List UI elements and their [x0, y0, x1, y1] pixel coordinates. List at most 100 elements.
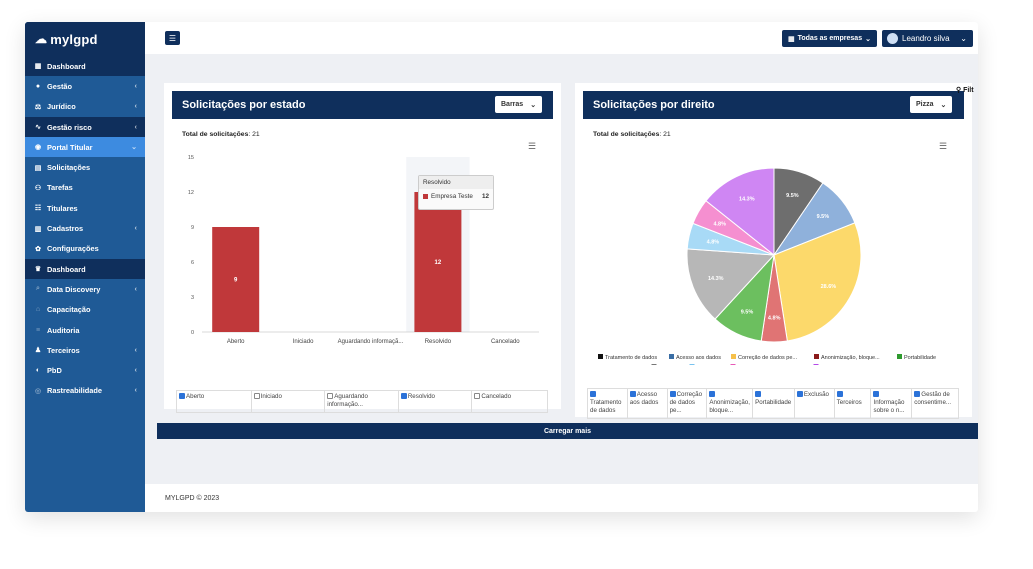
legend-swatch [598, 354, 603, 359]
checkbox-checked-icon[interactable] [590, 391, 596, 397]
user-menu[interactable]: Leandro silva ⌄ [882, 30, 973, 47]
sidebar-item-solicita-es[interactable]: ▤ Solicitações [25, 157, 145, 177]
sidebar-item-data-discovery[interactable]: ⌕ Data Discovery ‹ [25, 279, 145, 299]
filter-search[interactable]: ⚲ Filt [956, 87, 974, 94]
sidebar-item-dashboard[interactable]: ▦ Dashboard [25, 56, 145, 77]
chart-menu-icon[interactable]: ☰ [939, 141, 948, 151]
legend-checkbox-item[interactable]: Informação sobre o n... [871, 389, 913, 418]
sidebar-item-portal-titular[interactable]: ◉ Portal Titular ⌄ [25, 137, 145, 158]
legend-swatch [689, 364, 695, 365]
legend-checkbox-item[interactable]: Acesso aos dados [628, 389, 668, 418]
checkbox-checked-icon[interactable] [755, 391, 762, 397]
sidebar-item-gest-o-risco[interactable]: ∿ Gestão risco ‹ [25, 116, 145, 138]
sidebar-item-label: Titulares [47, 203, 78, 213]
sidebar-nav: ▦ Dashboard ● Gestão ‹ ⚖ Jurídico ‹ ∿ Gestão risc… [25, 56, 145, 401]
avatar [887, 33, 898, 44]
chart-type-select[interactable]: Barras ⌄ [495, 96, 543, 113]
sidebar-item-tarefas[interactable]: ⚇ Tarefas [25, 178, 145, 198]
sidebar-item-label: Configurações [47, 244, 99, 254]
pie-chart: 9.5% 9.5% 28.6% 4.8% 9.5% 14.3% 4.8% 4.8% 14.3% T… [598, 167, 936, 365]
sidebar-item-jur-dico[interactable]: ⚖ Jurídico ‹ [25, 97, 145, 117]
load-more-button[interactable]: Carregar mais [157, 423, 978, 439]
bar-data-label: 12 [435, 260, 442, 266]
legend-label: Resolvido [407, 393, 435, 400]
checkbox-checked-icon[interactable] [836, 391, 843, 397]
target-icon: ◎ [34, 387, 42, 395]
building-icon: ▦ [788, 35, 795, 43]
company-selector[interactable]: ▦ Todas as empresas ⌄ [782, 30, 877, 47]
checkbox-checked-icon[interactable] [669, 391, 676, 397]
sidebar-item-label: Auditoria [47, 325, 80, 335]
tooltip-series: Empresa Teste [431, 193, 473, 200]
legend-checkbox-item[interactable]: Anonimização, bloque... [707, 389, 754, 418]
sidebar-item-terceiros[interactable]: ♟ Terceiros ‹ [25, 340, 145, 360]
legend-checkbox-item[interactable]: Correção de dados pe... [668, 389, 708, 418]
tooltip-value: 12 [481, 193, 489, 200]
y-tick-label: 3 [191, 295, 194, 301]
legend-swatch [897, 354, 902, 359]
scale-icon: ⚖ [34, 103, 42, 111]
legend-checkbox-item[interactable]: Gestão de consentime... [912, 389, 958, 418]
sidebar-item-pbd[interactable]: ◐ PbD ‹ [25, 360, 145, 380]
chevron-left-icon: ‹ [134, 82, 137, 90]
sidebar-item-label: Cadastros [47, 224, 84, 234]
chevron-left-icon: ‹ [134, 225, 137, 233]
checkbox-checked-icon[interactable] [873, 391, 880, 397]
sidebar-item-label: Rastreabilidade [47, 386, 103, 396]
chart-type-select[interactable]: Pizza ⌄ [910, 96, 953, 113]
sidebar-item-titulares[interactable]: ☷ Titulares [25, 198, 145, 218]
sidebar-item-auditoria[interactable]: ≡ Auditoria [25, 320, 145, 340]
sidebar-item-label: Dashboard [47, 264, 86, 274]
footer: MYLGPD © 2023 [145, 484, 978, 512]
card-title: Solicitações por estado [182, 99, 306, 111]
checkbox-checked-icon[interactable] [796, 391, 803, 397]
chevron-left-icon: ‹ [134, 123, 137, 131]
legend-checkbox-item[interactable]: Resolvido [399, 391, 473, 412]
x-tick-label: Resolvido [425, 339, 452, 345]
y-tick-label: 0 [191, 330, 194, 336]
checkbox-checked-icon[interactable] [629, 391, 636, 397]
chevron-left-icon: ‹ [134, 346, 137, 354]
chevron-down-icon: ⌄ [131, 144, 137, 152]
sidebar-item-rastreabilidade[interactable]: ◎ Rastreabilidade ‹ [25, 381, 145, 401]
legend-checkbox-item[interactable]: Aberto [177, 391, 252, 412]
eye-icon: ◐ [35, 367, 41, 375]
chevron-left-icon: ‹ [134, 103, 137, 111]
sidebar-item-label: Tarefas [47, 183, 73, 193]
legend-checkbox-item[interactable]: Aguardando informação... [325, 391, 399, 412]
legend-label: Informação sobre o n... [873, 399, 905, 414]
total-solicitacoes: Total de solicitações: 21 [593, 131, 671, 138]
checkbox-checked-icon[interactable] [709, 391, 716, 397]
sidebar: ☁ mylgpd ▦ Dashboard ● Gestão ‹ ⚖ Jurídico ‹ ∿ Ge… [25, 22, 145, 512]
checkbox-checked-icon[interactable] [400, 393, 407, 399]
checkbox-empty-icon[interactable] [253, 393, 260, 399]
sidebar-item-label: Jurídico [47, 102, 76, 112]
graduation-icon: ⌂ [35, 306, 41, 314]
checkbox-checked-icon[interactable] [914, 391, 921, 397]
legend-label: Gestão de consentime... [914, 391, 952, 406]
checkbox-empty-icon[interactable] [327, 393, 334, 399]
legend-checkbox-item[interactable]: Iniciado [252, 391, 326, 412]
checkbox-checked-icon[interactable] [179, 393, 185, 399]
legend-item-label: Portabilidade [904, 355, 936, 361]
total-solicitacoes: Total de solicitações: 21 [182, 131, 260, 138]
chart-menu-icon[interactable]: ☰ [528, 141, 537, 151]
legend-checkbox-item[interactable]: Portabilidade [753, 389, 795, 418]
sidebar-item-dashboard[interactable]: ♛ Dashboard [25, 258, 145, 280]
legend-checkbox-item[interactable]: Cancelado [472, 391, 547, 412]
hamburger-menu-button[interactable]: ☰ [165, 31, 180, 45]
legend-checkbox-item[interactable]: Tratamento de dados [588, 389, 628, 418]
legend-checkbox-item[interactable]: Terceiros [835, 389, 872, 418]
legend-swatch [730, 364, 736, 365]
sidebar-item-capacita-o[interactable]: ⌂ Capacitação [25, 300, 145, 320]
sidebar-item-gest-o[interactable]: ● Gestão ‹ [25, 76, 145, 96]
sidebar-item-configura-es[interactable]: ✿ Configurações [25, 239, 145, 259]
sidebar-item-label: Terceiros [47, 345, 80, 355]
legend-label: Tratamento de dados [590, 399, 622, 414]
sidebar-item-cadastros[interactable]: ▥ Cadastros ‹ [25, 218, 145, 238]
chevron-down-icon: ⌄ [960, 34, 967, 43]
legend-label: Cancelado [481, 393, 512, 400]
logo[interactable]: ☁ mylgpd [25, 22, 145, 56]
checkbox-empty-icon[interactable] [474, 393, 481, 399]
legend-checkbox-item[interactable]: Exclusão [795, 389, 835, 418]
